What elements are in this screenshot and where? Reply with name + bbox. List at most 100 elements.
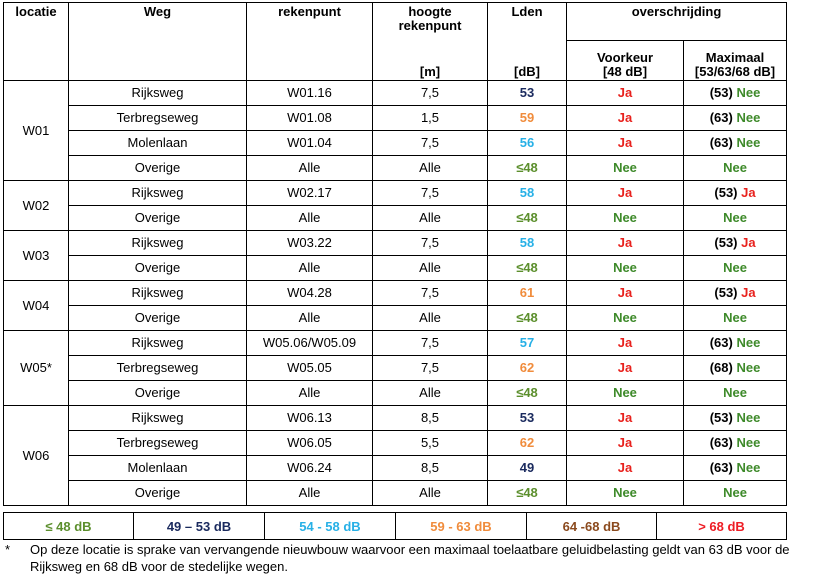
cell-voorkeur: Ja bbox=[566, 430, 684, 456]
maximaal-limit: (53) bbox=[714, 285, 738, 300]
cell-locatie: W05* bbox=[3, 330, 69, 406]
cell-weg-text: Rijksweg bbox=[131, 410, 184, 425]
cell-weg-text: Terbregseweg bbox=[116, 435, 199, 450]
cell-maximaal: Nee bbox=[682, 255, 788, 281]
cell-weg: Overige bbox=[68, 255, 247, 281]
cell-hoogte-text: Alle bbox=[419, 310, 441, 325]
cell-lden-text: ≤48 bbox=[516, 385, 538, 400]
cell-weg: Rijksweg bbox=[68, 230, 247, 256]
cell-voorkeur-text: Nee bbox=[613, 210, 637, 225]
cell-hoogte: 7,5 bbox=[372, 280, 488, 306]
legend-item: 54 - 58 dB bbox=[264, 512, 396, 540]
cell-maximaal: (53) Nee bbox=[682, 405, 788, 431]
cell-lden: ≤48 bbox=[487, 305, 567, 331]
cell-maximaal: (63) Nee bbox=[682, 130, 788, 156]
cell-voorkeur-text: Ja bbox=[617, 185, 633, 200]
cell-locatie: W04 bbox=[3, 280, 69, 331]
table-row: W01 Rijksweg W01.16 7,5 53 Ja (53) Nee bbox=[3, 80, 788, 181]
header-maximaal: Maximaal [53/63/68 dB] bbox=[682, 40, 788, 81]
table-row: Overige Alle Alle ≤48 Nee Nee bbox=[4, 255, 788, 281]
cell-lden: ≤48 bbox=[487, 380, 567, 406]
cell-weg-text: Molenlaan bbox=[127, 135, 188, 150]
cell-lden: 61 bbox=[487, 280, 567, 306]
cell-weg: Terbregseweg bbox=[68, 105, 247, 131]
cell-maximaal: (63) Nee bbox=[682, 455, 788, 481]
cell-voorkeur: Ja bbox=[566, 180, 684, 206]
cell-lden-text: 58 bbox=[519, 235, 535, 250]
table-row: Overige Alle Alle ≤48 Nee Nee bbox=[4, 380, 788, 406]
table-row: W03 Rijksweg W03.22 7,5 58 Ja (53) Ja bbox=[3, 230, 788, 281]
table-row: W04 Rijksweg W04.28 7,5 61 Ja (53) Ja bbox=[3, 280, 788, 331]
table-row: Terbregseweg W06.05 5,5 62 Ja (63) Nee bbox=[4, 430, 788, 456]
cell-rekenpunt-text: Alle bbox=[298, 210, 321, 225]
cell-lden-text: 49 bbox=[519, 460, 535, 475]
cell-maximaal: (63) Nee bbox=[682, 105, 788, 131]
cell-maximaal: (53) Ja bbox=[682, 280, 788, 306]
cell-voorkeur: Ja bbox=[566, 405, 684, 431]
cell-rekenpunt: W05.06/W05.09 bbox=[246, 330, 373, 356]
cell-lden: 57 bbox=[487, 330, 567, 356]
cell-rekenpunt: W01.08 bbox=[246, 105, 373, 131]
cell-hoogte-text: 1,5 bbox=[420, 110, 440, 125]
cell-hoogte: Alle bbox=[372, 305, 488, 331]
maximaal-verdict: Nee bbox=[723, 260, 747, 275]
cell-hoogte-text: 7,5 bbox=[420, 135, 440, 150]
cell-hoogte-text: 7,5 bbox=[420, 285, 440, 300]
cell-weg: Molenlaan bbox=[68, 455, 247, 481]
header-hoogte: hoogte rekenpunt [m] bbox=[372, 2, 488, 81]
cell-lden-text: ≤48 bbox=[516, 260, 538, 275]
cell-lden: 56 bbox=[487, 130, 567, 156]
header-hoogte-line1: hoogte bbox=[408, 4, 452, 19]
cell-rekenpunt-text: W03.22 bbox=[287, 235, 332, 250]
cell-weg: Rijksweg bbox=[68, 280, 247, 306]
cell-weg-text: Rijksweg bbox=[131, 185, 184, 200]
maximaal-verdict: Nee bbox=[723, 485, 747, 500]
cell-lden-text: 56 bbox=[519, 135, 535, 150]
cell-rekenpunt: W02.17 bbox=[246, 180, 373, 206]
cell-rekenpunt: Alle bbox=[246, 155, 373, 181]
legend-item: 59 - 63 dB bbox=[395, 512, 527, 540]
maximaal-limit: (63) bbox=[709, 135, 733, 150]
cell-lden-text: 53 bbox=[519, 410, 535, 425]
cell-voorkeur: Nee bbox=[566, 305, 684, 331]
cell-voorkeur-text: Ja bbox=[617, 135, 633, 150]
cell-locatie: W02 bbox=[3, 180, 69, 231]
cell-rekenpunt-text: W01.04 bbox=[287, 135, 332, 150]
cell-hoogte-text: Alle bbox=[419, 260, 441, 275]
lden-color-legend: ≤ 48 dB 49 – 53 dB 54 - 58 dB 59 - 63 dB 64 … bbox=[3, 512, 787, 540]
cell-hoogte-text: 8,5 bbox=[420, 460, 440, 475]
cell-voorkeur-text: Nee bbox=[613, 385, 637, 400]
cell-voorkeur: Ja bbox=[566, 80, 684, 106]
table-row: Overige Alle Alle ≤48 Nee Nee bbox=[4, 155, 788, 181]
cell-hoogte: 8,5 bbox=[372, 455, 488, 481]
cell-voorkeur-text: Ja bbox=[617, 85, 633, 100]
maximaal-verdict: Nee bbox=[736, 335, 761, 350]
header-hoogte-unit: [m] bbox=[419, 64, 441, 79]
table-row: Terbregseweg W01.08 1,5 59 Ja (63) Nee bbox=[4, 105, 788, 131]
cell-rekenpunt: W06.24 bbox=[246, 455, 373, 481]
cell-lden: ≤48 bbox=[487, 255, 567, 281]
cell-voorkeur: Ja bbox=[566, 455, 684, 481]
maximaal-limit: (63) bbox=[709, 435, 733, 450]
cell-weg: Molenlaan bbox=[68, 130, 247, 156]
cell-weg-text: Terbregseweg bbox=[116, 110, 199, 125]
cell-hoogte-text: 7,5 bbox=[420, 185, 440, 200]
header-locatie: locatie bbox=[3, 2, 69, 81]
header-lden-unit: [dB] bbox=[514, 64, 540, 79]
cell-weg-text: Terbregseweg bbox=[116, 360, 199, 375]
cell-weg-text: Overige bbox=[134, 385, 181, 400]
noise-exceedance-table: locatie Weg rekenpunt hoogte rekenpunt [… bbox=[3, 2, 788, 506]
cell-rekenpunt: Alle bbox=[246, 205, 373, 231]
table-row: Molenlaan W01.04 7,5 56 Ja (63) Nee bbox=[4, 130, 788, 156]
cell-maximaal: (68) Nee bbox=[682, 355, 788, 381]
cell-lden-text: 53 bbox=[519, 85, 535, 100]
cell-lden-text: 57 bbox=[519, 335, 535, 350]
cell-weg: Overige bbox=[68, 305, 247, 331]
cell-weg-text: Overige bbox=[134, 160, 181, 175]
cell-weg-text: Overige bbox=[134, 485, 181, 500]
cell-hoogte: 8,5 bbox=[372, 405, 488, 431]
cell-hoogte: Alle bbox=[372, 380, 488, 406]
cell-hoogte: 7,5 bbox=[372, 230, 488, 256]
cell-voorkeur-text: Ja bbox=[617, 235, 633, 250]
maximaal-verdict: Ja bbox=[741, 235, 756, 250]
